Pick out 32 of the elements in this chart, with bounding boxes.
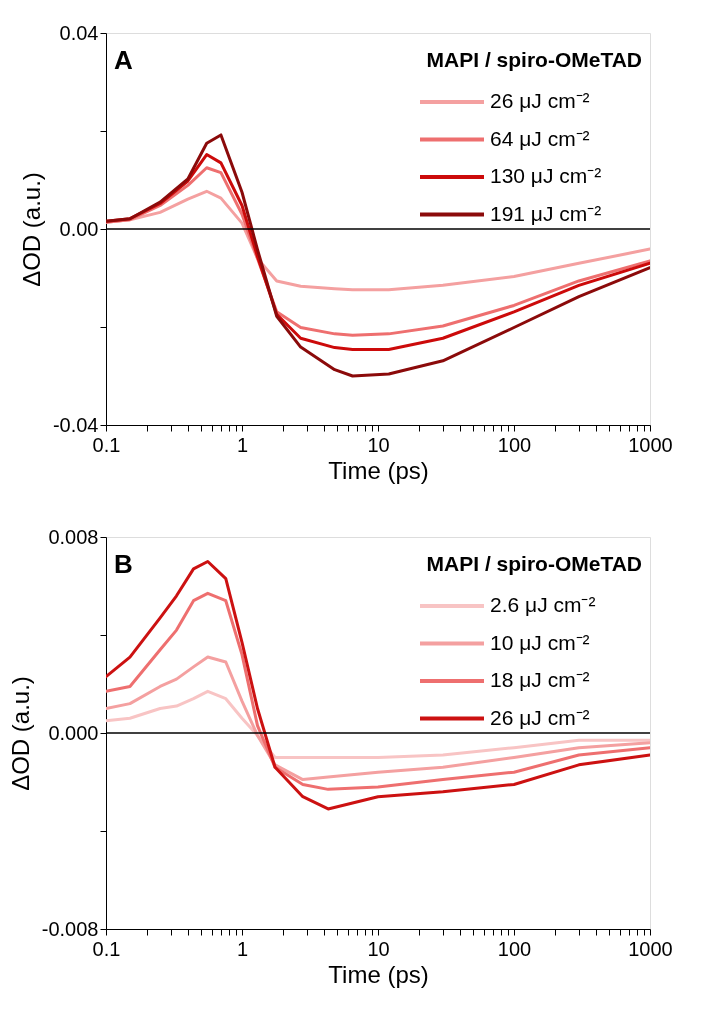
legend-label: 64 μJ cm⁻² (490, 126, 590, 150)
x-tick-label: 1 (236, 433, 249, 456)
x-axis-title: Time (ps) (328, 960, 429, 988)
legend-label: 130 μJ cm⁻² (490, 164, 602, 187)
x-axis-title: Time (ps) (328, 456, 429, 484)
y-tick-label: -0.04 (52, 413, 99, 436)
x-tick-label: 10 (367, 937, 390, 960)
y-axis-title: ΔOD (a.u.) (6, 676, 34, 791)
x-tick-label: 0.1 (92, 433, 121, 456)
annotation: B (114, 549, 133, 579)
legend-label: 10 μJ cm⁻² (490, 630, 590, 654)
y-tick-label: 0.00 (59, 217, 99, 240)
legend-label: 26 μJ cm⁻² (490, 89, 590, 112)
legend-label: 191 μJ cm⁻² (490, 201, 602, 225)
x-tick-label: 1000 (628, 937, 673, 960)
y-axis-title: ΔOD (a.u.) (17, 172, 45, 287)
y-tick-label: 0.000 (48, 721, 99, 744)
x-tick-label: 10 (367, 433, 390, 456)
x-tick-label: 1000 (628, 433, 673, 456)
y-tick-label: 0.008 (48, 525, 99, 548)
y-tick-label: -0.008 (41, 917, 99, 940)
x-tick-label: 0.1 (92, 937, 121, 960)
legend-label: 26 μJ cm⁻² (490, 705, 590, 729)
x-tick-label: 100 (497, 433, 532, 456)
legend-title: MAPI / spiro-OMeTAD (426, 48, 642, 71)
x-tick-label: 100 (497, 937, 532, 960)
legend-label: 2.6 μJ cm⁻² (490, 593, 596, 616)
y-tick-label: 0.04 (59, 21, 99, 44)
x-tick-label: 1 (236, 937, 249, 960)
annotation: A (114, 45, 133, 75)
legend-label: 18 μJ cm⁻² (490, 668, 590, 691)
legend-title: MAPI / spiro-OMeTAD (426, 552, 642, 575)
